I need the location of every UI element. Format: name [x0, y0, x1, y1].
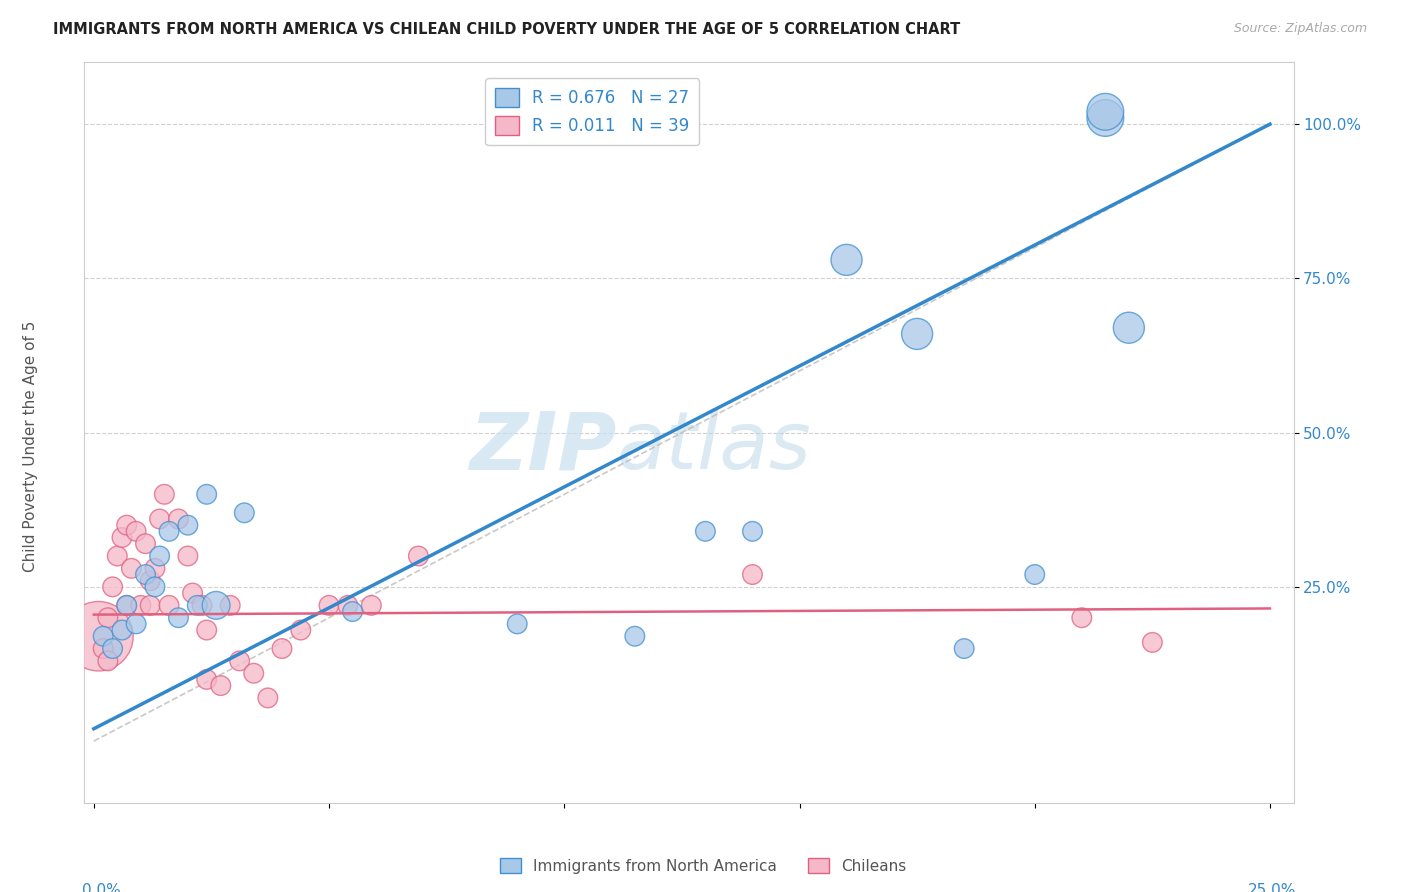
- Point: [741, 524, 763, 539]
- Point: [139, 574, 162, 588]
- Text: Child Poverty Under the Age of 5: Child Poverty Under the Age of 5: [24, 320, 38, 572]
- Point: [125, 616, 148, 631]
- Point: [242, 666, 264, 681]
- Point: [129, 599, 152, 613]
- Point: [1070, 611, 1092, 625]
- Point: [233, 506, 256, 520]
- Point: [91, 629, 114, 643]
- Point: [143, 580, 166, 594]
- Point: [115, 599, 138, 613]
- Point: [1094, 111, 1116, 125]
- Point: [157, 599, 180, 613]
- Point: [135, 536, 157, 550]
- Point: [167, 512, 190, 526]
- Point: [111, 623, 134, 637]
- Point: [153, 487, 176, 501]
- Point: [167, 611, 190, 625]
- Point: [177, 518, 200, 533]
- Point: [506, 616, 529, 631]
- Point: [257, 690, 280, 705]
- Legend: Immigrants from North America, Chileans: Immigrants from North America, Chileans: [494, 852, 912, 880]
- Point: [105, 549, 128, 563]
- Point: [186, 599, 208, 613]
- Point: [120, 561, 142, 575]
- Point: [360, 599, 382, 613]
- Point: [953, 641, 976, 656]
- Point: [149, 512, 172, 526]
- Point: [101, 580, 124, 594]
- Point: [195, 673, 218, 687]
- Point: [336, 599, 359, 613]
- Point: [271, 641, 294, 656]
- Point: [342, 605, 364, 619]
- Text: Source: ZipAtlas.com: Source: ZipAtlas.com: [1233, 22, 1367, 36]
- Point: [209, 679, 232, 693]
- Point: [1094, 104, 1116, 119]
- Point: [91, 641, 114, 656]
- Point: [115, 599, 138, 613]
- Point: [125, 524, 148, 539]
- Point: [195, 487, 218, 501]
- Point: [87, 629, 110, 643]
- Point: [219, 599, 242, 613]
- Text: ZIP: ZIP: [470, 409, 616, 486]
- Point: [97, 654, 120, 668]
- Text: 0.0%: 0.0%: [82, 883, 121, 892]
- Point: [905, 326, 928, 341]
- Point: [195, 623, 218, 637]
- Point: [101, 641, 124, 656]
- Point: [1024, 567, 1046, 582]
- Point: [139, 599, 162, 613]
- Point: [143, 561, 166, 575]
- Text: IMMIGRANTS FROM NORTH AMERICA VS CHILEAN CHILD POVERTY UNDER THE AGE OF 5 CORREL: IMMIGRANTS FROM NORTH AMERICA VS CHILEAN…: [53, 22, 960, 37]
- Legend: R = 0.676   N = 27, R = 0.011   N = 39: R = 0.676 N = 27, R = 0.011 N = 39: [485, 78, 699, 145]
- Point: [835, 252, 858, 267]
- Point: [695, 524, 717, 539]
- Point: [205, 599, 228, 613]
- Text: atlas: atlas: [616, 409, 811, 486]
- Point: [111, 531, 134, 545]
- Point: [97, 611, 120, 625]
- Point: [177, 549, 200, 563]
- Point: [115, 518, 138, 533]
- Point: [318, 599, 340, 613]
- Point: [157, 524, 180, 539]
- Point: [135, 567, 157, 582]
- Point: [181, 586, 204, 600]
- Text: 25.0%: 25.0%: [1247, 883, 1296, 892]
- Point: [1118, 320, 1140, 334]
- Point: [149, 549, 172, 563]
- Point: [191, 599, 214, 613]
- Point: [290, 623, 312, 637]
- Point: [408, 549, 430, 563]
- Point: [1142, 635, 1164, 649]
- Point: [741, 567, 763, 582]
- Point: [624, 629, 647, 643]
- Point: [228, 654, 250, 668]
